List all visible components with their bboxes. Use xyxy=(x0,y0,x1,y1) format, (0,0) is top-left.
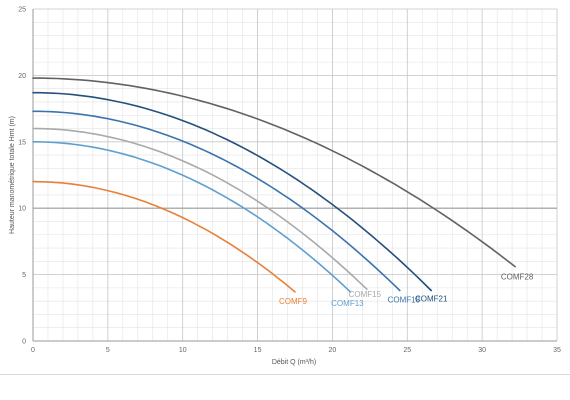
y-axis-label: Hauteur manométrique totale Hmt (m) xyxy=(9,116,16,234)
curve-comf13 xyxy=(32,141,352,293)
series-label-comf13: COMF13 xyxy=(331,299,364,308)
y-tick-label: 5 xyxy=(22,272,26,279)
x-tick-label: 0 xyxy=(31,347,35,354)
major-gridlines xyxy=(32,8,558,342)
series-label-comf28: COMF28 xyxy=(501,273,534,282)
curve-comf18 xyxy=(32,110,401,292)
series-label-comf21: COMF21 xyxy=(415,295,448,304)
x-tick-label: 5 xyxy=(106,347,110,354)
y-tick-label: 10 xyxy=(18,206,26,213)
series-label-comf18: COMF18 xyxy=(388,296,421,305)
tick-labels: 0 5 10 15 20 25 30 35 0 5 10 15 20 25 xyxy=(18,7,561,355)
x-tick-label: 35 xyxy=(553,347,561,354)
y-tick-label: 20 xyxy=(18,73,26,80)
pump-curves xyxy=(32,77,516,293)
curve-comf9 xyxy=(32,180,296,293)
y-tick-label: 25 xyxy=(18,7,26,14)
x-tick-label: 20 xyxy=(329,347,337,354)
x-tick-label: 15 xyxy=(254,347,262,354)
series-label-comf15: COMF15 xyxy=(349,290,382,299)
curve-comf28 xyxy=(32,77,516,268)
x-tick-label: 30 xyxy=(478,347,486,354)
bottom-divider xyxy=(0,374,570,375)
curve-comf21 xyxy=(32,91,433,292)
curve-comf15 xyxy=(32,127,368,291)
y-tick-label: 0 xyxy=(22,339,26,346)
y-tick-label: 15 xyxy=(18,139,26,146)
series-label-comf9: COMF9 xyxy=(279,297,308,306)
x-axis-label: Débit Q (m³/h) xyxy=(272,359,316,366)
x-tick-label: 10 xyxy=(179,347,187,354)
x-tick-label: 25 xyxy=(403,347,411,354)
